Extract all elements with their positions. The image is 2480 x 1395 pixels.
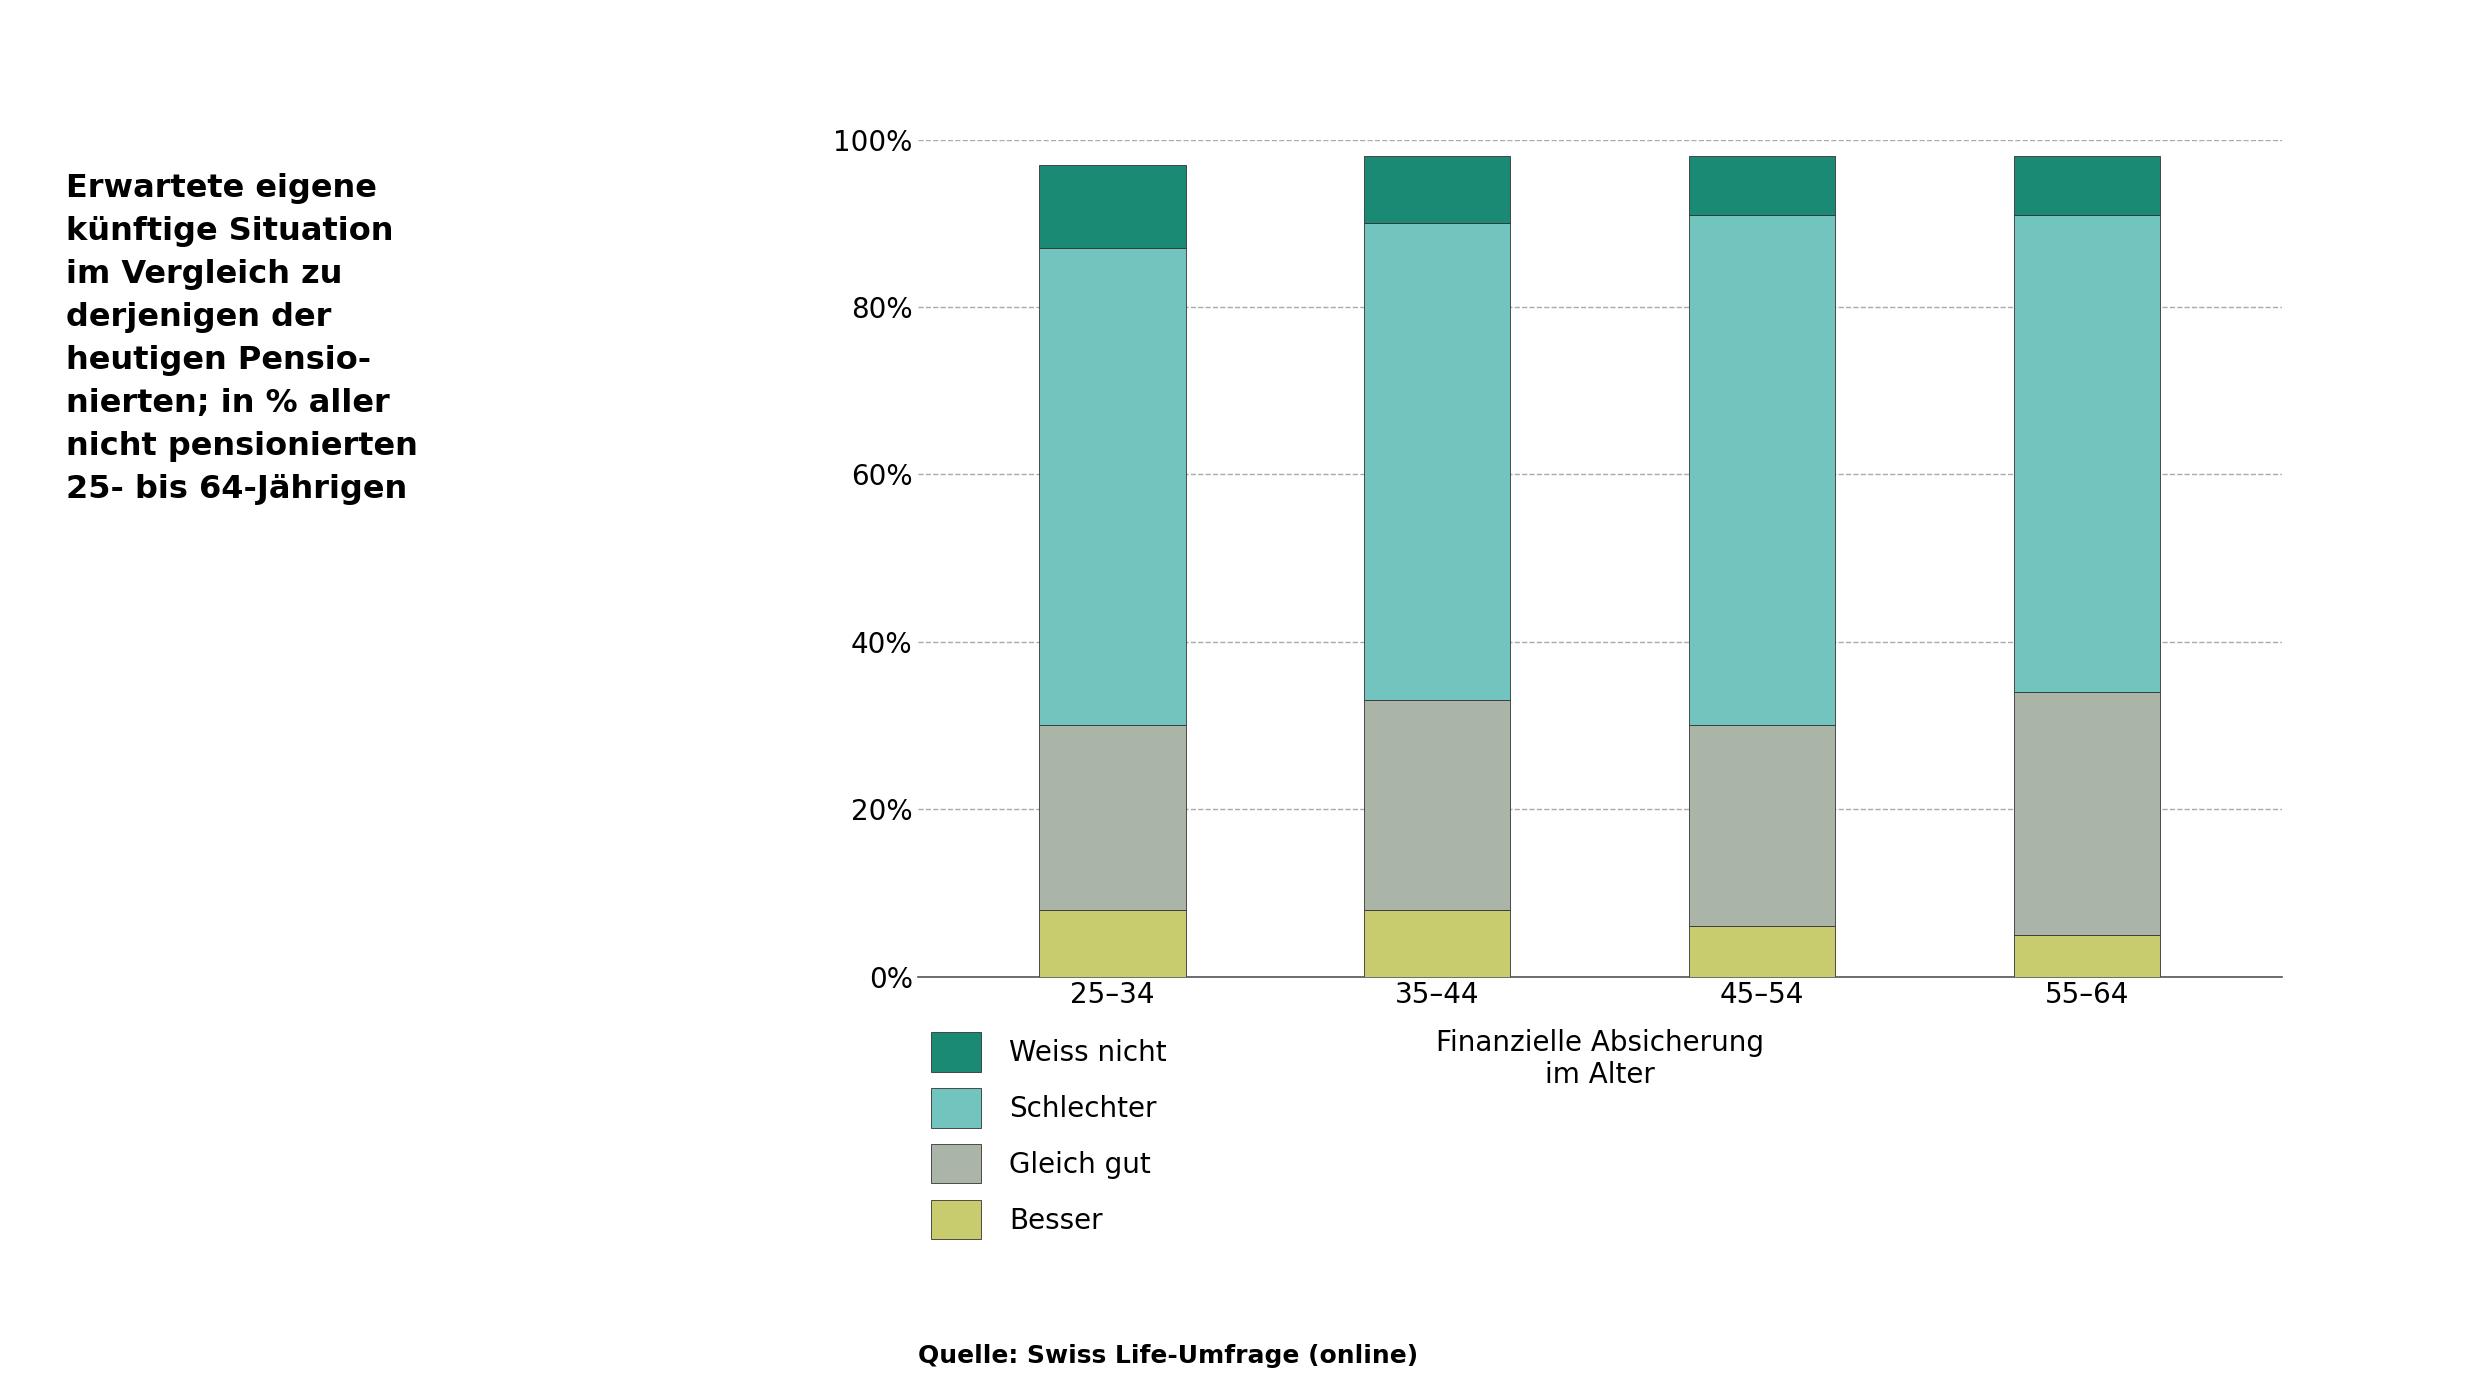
- Bar: [1039, 725, 1185, 910]
- Text: Quelle: Swiss Life-Umfrage (online): Quelle: Swiss Life-Umfrage (online): [918, 1343, 1419, 1368]
- Bar: [1039, 910, 1185, 976]
- Text: Erwartete eigene
künftige Situation
im Vergleich zu
derjenigen der
heutigen Pens: Erwartete eigene künftige Situation im V…: [67, 173, 417, 505]
- Bar: [1364, 700, 1510, 910]
- Bar: [1364, 910, 1510, 976]
- Bar: [1689, 926, 1835, 976]
- Bar: [2014, 692, 2160, 935]
- Bar: [1039, 165, 1185, 248]
- Bar: [2014, 935, 2160, 976]
- X-axis label: Finanzielle Absicherung
im Alter: Finanzielle Absicherung im Alter: [1436, 1028, 1763, 1089]
- Bar: [2014, 215, 2160, 692]
- Legend: Weiss nicht, Schlechter, Gleich gut, Besser: Weiss nicht, Schlechter, Gleich gut, Bes…: [932, 1032, 1168, 1240]
- Bar: [1689, 725, 1835, 926]
- Bar: [1689, 156, 1835, 215]
- Bar: [1364, 223, 1510, 700]
- Bar: [1364, 156, 1510, 223]
- Bar: [1039, 248, 1185, 725]
- Bar: [1689, 215, 1835, 725]
- Bar: [2014, 156, 2160, 215]
